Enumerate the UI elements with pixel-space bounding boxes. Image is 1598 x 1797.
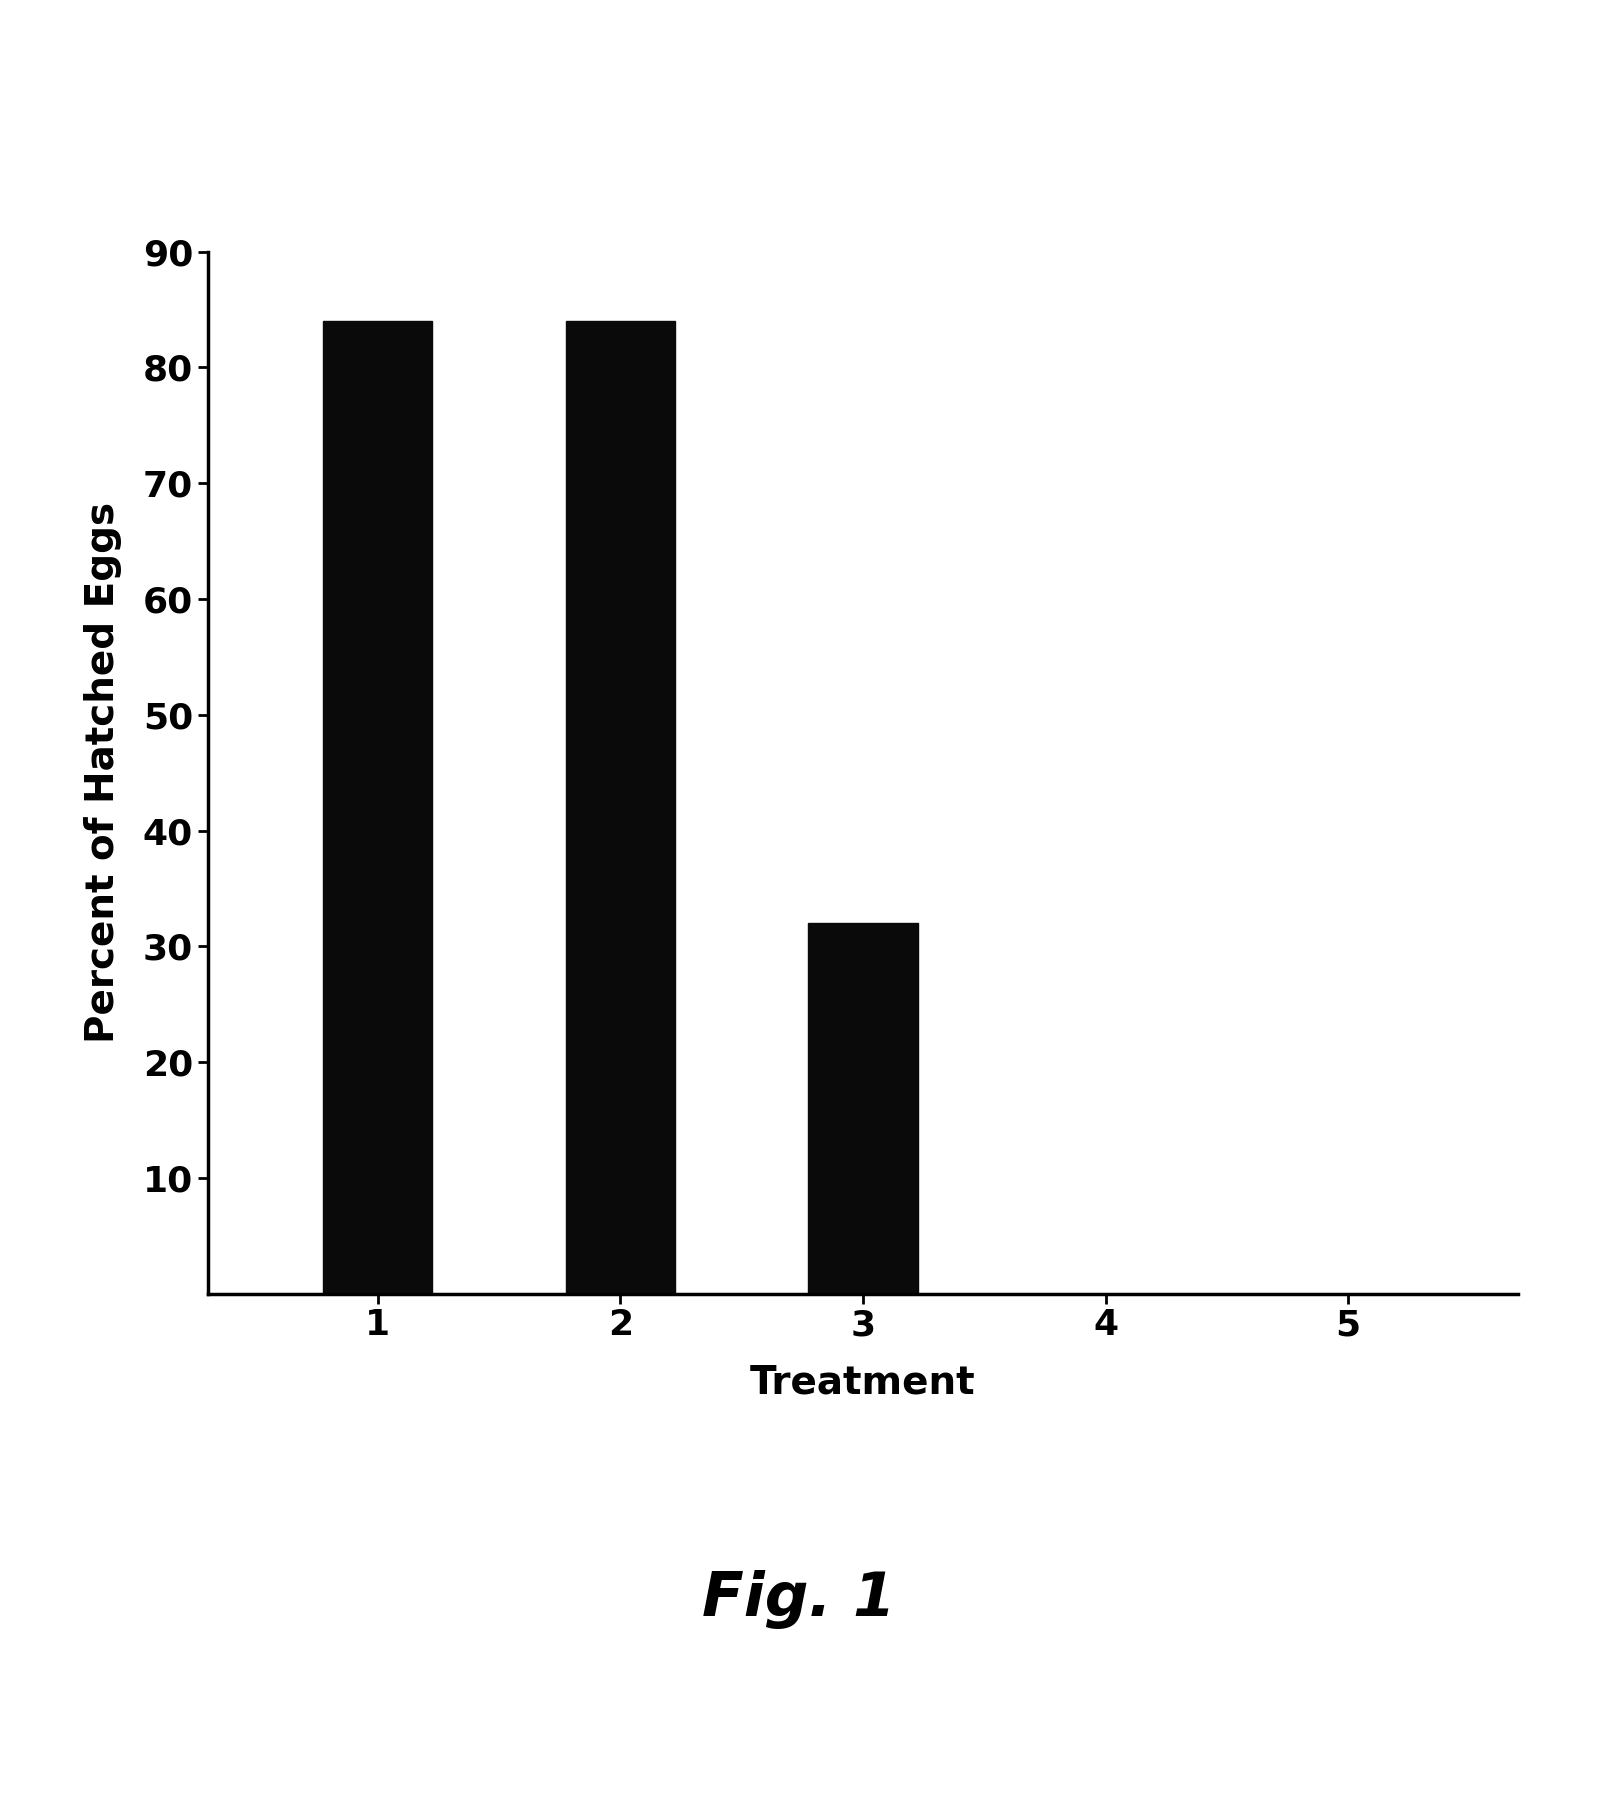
X-axis label: Treatment: Treatment <box>749 1364 976 1402</box>
Bar <box>566 322 674 1294</box>
Bar <box>323 322 431 1294</box>
Text: Fig. 1: Fig. 1 <box>702 1571 896 1628</box>
Y-axis label: Percent of Hatched Eggs: Percent of Hatched Eggs <box>85 501 121 1044</box>
Bar <box>809 924 917 1294</box>
